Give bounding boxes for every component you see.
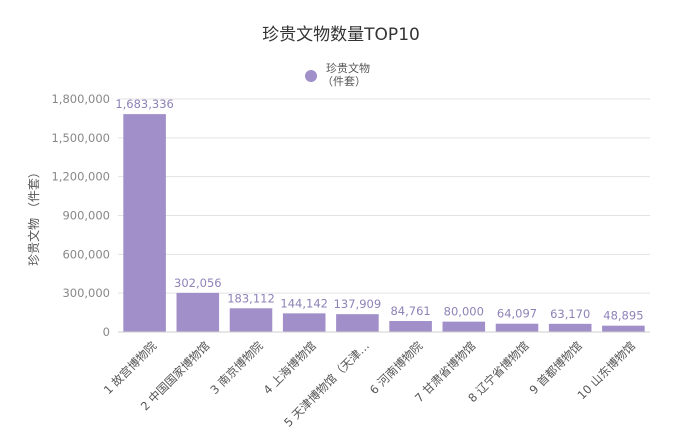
data-label: 1,683,336 <box>115 97 174 111</box>
bar[interactable] <box>548 323 592 332</box>
data-labels: 1,683,336 302,056 183,112 144,142 137,909 84,… <box>115 97 643 323</box>
y-axis-ticks: 0 300,000 600,000 900,000 1,200,000 1,500,000… <box>51 92 110 339</box>
data-label: 80,000 <box>444 305 484 319</box>
legend-label-line2: （件套） <box>322 75 366 88</box>
legend-label-line1: 珍贵文物 <box>326 61 370 75</box>
data-label: 48,895 <box>603 309 643 323</box>
x-tick-label: 1 故宫博物院 <box>101 338 160 397</box>
data-label: 84,761 <box>390 304 430 318</box>
data-label: 137,909 <box>334 297 382 311</box>
data-label: 63,170 <box>550 307 590 321</box>
y-tick-label: 1,800,000 <box>51 92 110 106</box>
bars <box>123 114 645 333</box>
y-tick-label: 1,500,000 <box>51 131 110 145</box>
bar[interactable] <box>602 325 645 332</box>
bar[interactable] <box>123 114 166 333</box>
bar[interactable] <box>229 308 273 332</box>
y-tick-label: 600,000 <box>62 247 110 261</box>
data-label: 144,142 <box>280 296 328 310</box>
y-axis-label: 珍贵文物 （件套） <box>26 166 41 266</box>
x-tick-label: 3 南京博物院 <box>207 338 266 397</box>
bar[interactable] <box>442 321 486 332</box>
chart-title: 珍贵文物数量TOP10 <box>262 25 420 45</box>
x-tick-label: 4 上海博物馆 <box>261 339 319 397</box>
bar[interactable] <box>336 314 379 332</box>
bar[interactable] <box>495 323 539 332</box>
y-tick-label: 900,000 <box>62 209 110 223</box>
data-label: 183,112 <box>227 291 275 305</box>
bar[interactable] <box>176 292 220 332</box>
bar[interactable] <box>282 313 326 332</box>
x-tick-label: 6 河南博物院 <box>367 338 426 397</box>
data-label: 302,056 <box>174 276 222 290</box>
y-tick-label: 1,200,000 <box>51 170 110 184</box>
bar[interactable] <box>389 321 432 332</box>
legend[interactable]: 珍贵文物 （件套） <box>305 61 370 88</box>
y-tick-label: 0 <box>103 325 110 339</box>
legend-marker <box>305 70 317 82</box>
x-tick-label: 9 首都博物馆 <box>527 339 585 397</box>
y-tick-label: 300,000 <box>62 286 110 300</box>
gridlines <box>118 98 650 294</box>
data-label: 64,097 <box>497 307 537 321</box>
